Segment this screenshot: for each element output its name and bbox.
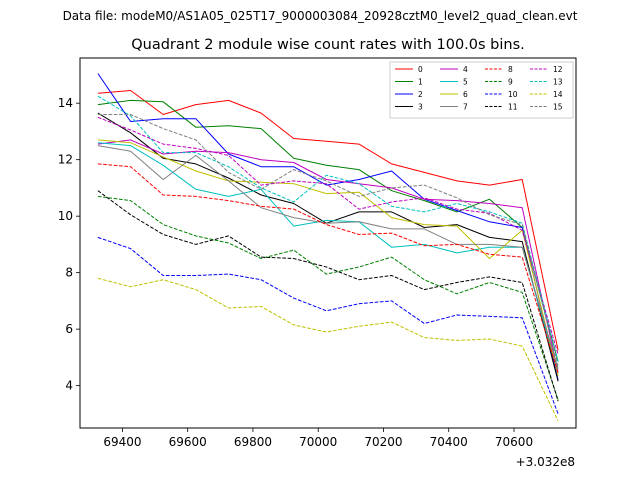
y-tick-label: 6 xyxy=(65,322,73,336)
y-tick-label: 12 xyxy=(58,153,73,167)
x-tick-label: 69800 xyxy=(234,435,272,449)
legend-label-1: 1 xyxy=(418,78,423,87)
y-tick-label: 14 xyxy=(58,96,73,110)
legend-label-15: 15 xyxy=(553,103,563,112)
legend-label-13: 13 xyxy=(553,78,563,87)
legend-label-5: 5 xyxy=(463,78,468,87)
x-offset-label: +3.032e8 xyxy=(516,455,575,469)
legend-label-4: 4 xyxy=(463,65,468,74)
legend-box xyxy=(389,61,574,119)
legend-label-12: 12 xyxy=(553,65,563,74)
suptitle: Data file: modeM0/AS1A05_025T17_90000030… xyxy=(63,9,578,23)
legend-label-14: 14 xyxy=(553,90,563,99)
series-line-14 xyxy=(97,277,559,422)
x-tick-label: 70200 xyxy=(364,435,402,449)
x-axis: 69400 69600 69800 70000 70200 70400 70600 xyxy=(103,428,533,449)
legend-label-0: 0 xyxy=(418,65,423,74)
series-line-10 xyxy=(97,236,559,415)
x-tick-label: 70600 xyxy=(495,435,533,449)
y-tick-label: 10 xyxy=(58,209,73,223)
series-line-0 xyxy=(97,90,559,351)
x-tick-label: 69400 xyxy=(103,435,141,449)
y-axis: 4 6 8 10 12 14 xyxy=(58,96,80,393)
series-line-2 xyxy=(97,73,559,381)
series-line-7 xyxy=(97,145,559,369)
legend-label-10: 10 xyxy=(508,90,518,99)
x-tick-label: 70400 xyxy=(430,435,468,449)
axes-frame xyxy=(79,57,577,429)
y-tick-label: 8 xyxy=(65,266,73,280)
legend-label-2: 2 xyxy=(418,90,423,99)
series-line-11 xyxy=(97,190,559,402)
legend-label-7: 7 xyxy=(463,103,468,112)
chart-title: Quadrant 2 module wise count rates with … xyxy=(131,37,525,53)
legend-label-6: 6 xyxy=(463,90,468,99)
series-line-6 xyxy=(97,139,559,376)
series-line-9 xyxy=(97,195,559,400)
legend-label-3: 3 xyxy=(418,103,423,112)
series-line-12 xyxy=(97,116,559,355)
series-line-8 xyxy=(97,163,559,374)
series-line-1 xyxy=(97,99,559,362)
series-line-5 xyxy=(97,142,559,374)
x-tick-label: 69600 xyxy=(169,435,207,449)
y-tick-label: 4 xyxy=(65,379,73,393)
plot-lines xyxy=(97,73,559,422)
legend-label-11: 11 xyxy=(508,103,518,112)
legend-label-8: 8 xyxy=(508,65,513,74)
legend-label-9: 9 xyxy=(508,78,513,87)
series-line-15 xyxy=(97,114,559,367)
x-tick-label: 70000 xyxy=(299,435,337,449)
